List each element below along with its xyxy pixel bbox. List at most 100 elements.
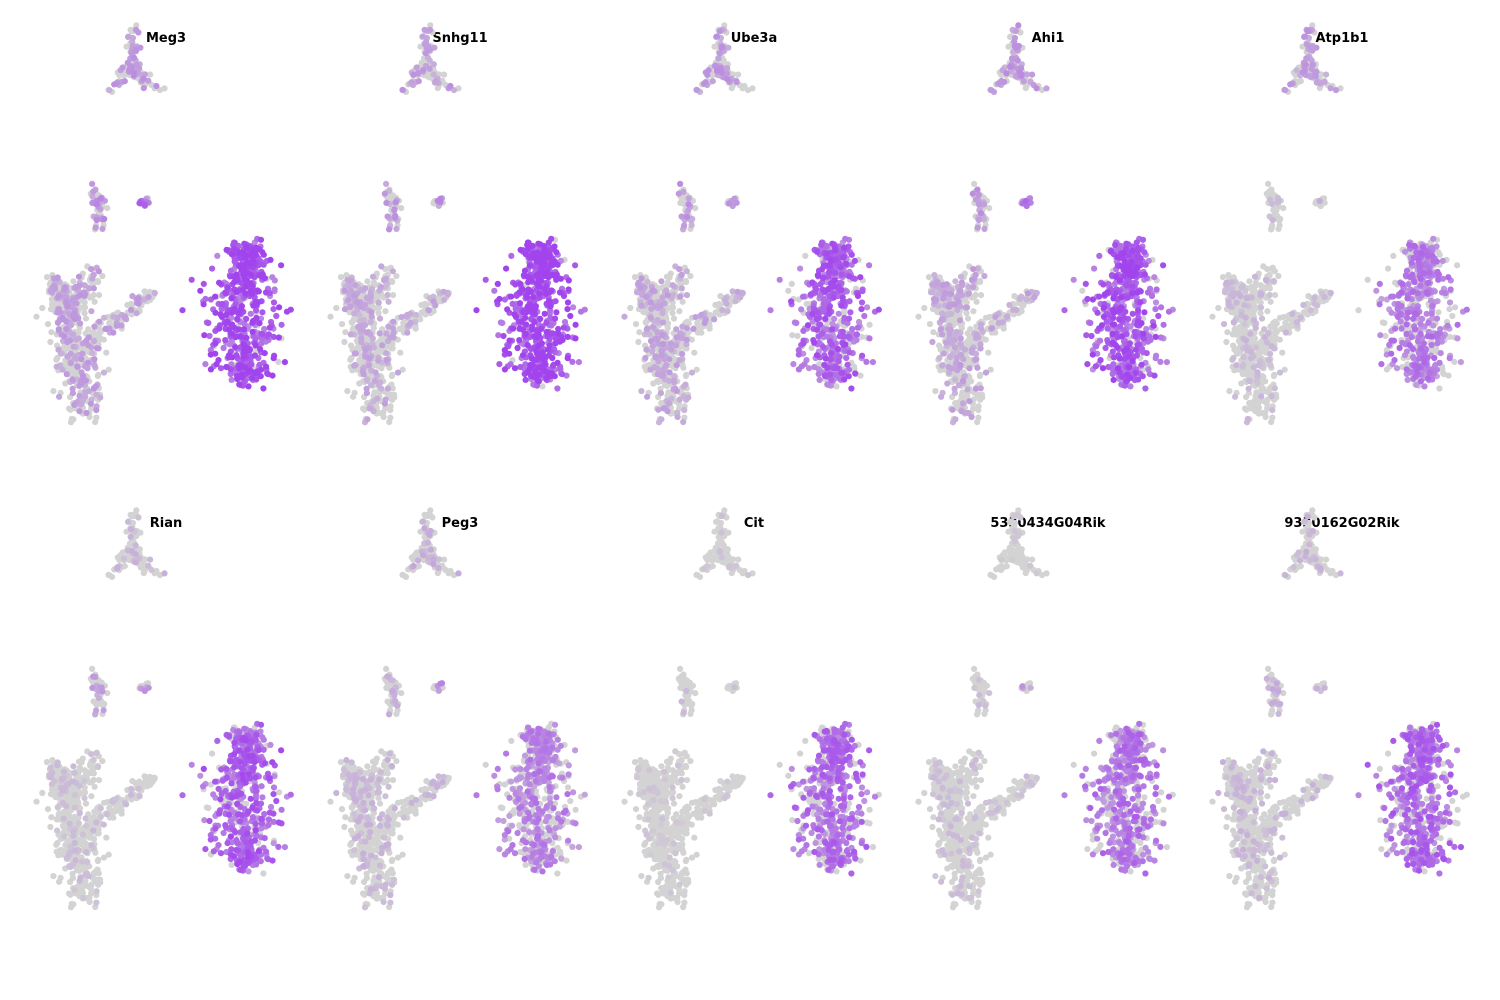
cell-point <box>972 335 980 342</box>
cell-point <box>136 200 143 207</box>
cell-point <box>234 316 241 323</box>
cell-point <box>963 304 971 311</box>
cell-point <box>577 308 585 315</box>
cell-point <box>530 294 537 301</box>
cell-point <box>526 274 533 282</box>
cell-point <box>930 296 938 303</box>
cell-point <box>91 356 98 363</box>
cell-point <box>977 325 985 332</box>
cell-point <box>71 310 78 317</box>
cell-point <box>854 324 861 331</box>
cell-point <box>718 44 725 51</box>
cell-point <box>1001 78 1008 86</box>
cell-point <box>1143 350 1150 357</box>
cell-point <box>145 294 152 301</box>
cell-point <box>975 414 982 421</box>
cell-point <box>128 311 135 318</box>
cell-point <box>642 319 649 326</box>
cell-point <box>516 337 523 344</box>
cell-point <box>113 322 120 329</box>
cell-point <box>1013 306 1020 314</box>
cell-point <box>958 322 965 329</box>
cell-point <box>270 306 277 313</box>
cell-point <box>669 304 677 311</box>
cell-point <box>348 319 355 326</box>
cell-point <box>259 331 266 338</box>
cell-point <box>638 302 645 309</box>
cell-point <box>638 388 645 395</box>
cell-point <box>684 213 691 221</box>
cell-point <box>828 340 835 348</box>
cell-point <box>553 249 560 256</box>
cell-point <box>1158 304 1165 311</box>
cell-point <box>358 335 365 342</box>
cell-point <box>76 292 83 299</box>
cell-point <box>351 292 358 299</box>
cell-point <box>553 309 560 316</box>
cell-point <box>93 216 100 224</box>
cell-point <box>915 313 922 320</box>
cell-point <box>534 280 541 287</box>
cell-point <box>875 306 882 313</box>
cell-point <box>501 347 508 354</box>
cell-point <box>546 252 553 259</box>
cell-point <box>519 286 526 293</box>
cell-point <box>551 315 559 322</box>
cell-point <box>375 357 382 364</box>
cell-point <box>384 385 392 392</box>
cell-point <box>225 352 233 359</box>
cell-point <box>640 308 647 315</box>
cell-point <box>64 338 71 346</box>
cell-point <box>85 359 92 366</box>
cell-point <box>440 288 447 295</box>
cell-point <box>88 308 95 315</box>
cell-point <box>251 352 258 359</box>
cell-point <box>110 329 117 336</box>
cell-point <box>350 393 357 400</box>
cell-point <box>798 306 805 313</box>
cell-point <box>715 55 722 62</box>
cell-point <box>638 275 645 282</box>
cell-point <box>216 325 223 332</box>
cell-point <box>995 319 1002 326</box>
cell-point <box>959 377 967 384</box>
cell-point <box>333 304 340 312</box>
cell-point <box>116 71 123 78</box>
cell-point <box>817 281 824 288</box>
cell-point <box>506 337 513 344</box>
cell-point <box>977 371 984 378</box>
cell-point <box>643 346 650 353</box>
cell-point <box>1152 355 1159 362</box>
cell-point <box>702 79 709 86</box>
cell-point <box>220 344 227 352</box>
cell-point <box>91 362 98 369</box>
cell-point <box>53 356 60 363</box>
cell-point <box>938 315 946 323</box>
cell-point <box>676 308 683 315</box>
cell-point <box>250 317 257 325</box>
cell-point <box>141 201 148 208</box>
cell-point <box>711 316 718 323</box>
cell-point <box>838 271 845 278</box>
cell-point <box>839 294 846 301</box>
cell-point <box>80 373 87 380</box>
cell-point <box>523 294 531 301</box>
cell-point <box>124 59 131 66</box>
cell-point <box>269 372 276 379</box>
cell-point <box>1105 363 1112 371</box>
cell-point <box>684 318 691 325</box>
cell-point <box>543 319 550 326</box>
cell-point <box>537 315 544 322</box>
cell-point <box>683 268 691 275</box>
cell-point <box>940 295 947 302</box>
cell-point <box>1142 385 1149 392</box>
cell-point <box>394 369 402 376</box>
cell-point <box>264 370 271 377</box>
cell-point <box>644 393 651 400</box>
cell-point <box>384 213 391 220</box>
cell-point <box>788 298 795 305</box>
cell-point <box>813 248 821 255</box>
cell-point <box>76 408 83 415</box>
cell-point <box>95 292 103 299</box>
cell-point <box>807 291 814 298</box>
